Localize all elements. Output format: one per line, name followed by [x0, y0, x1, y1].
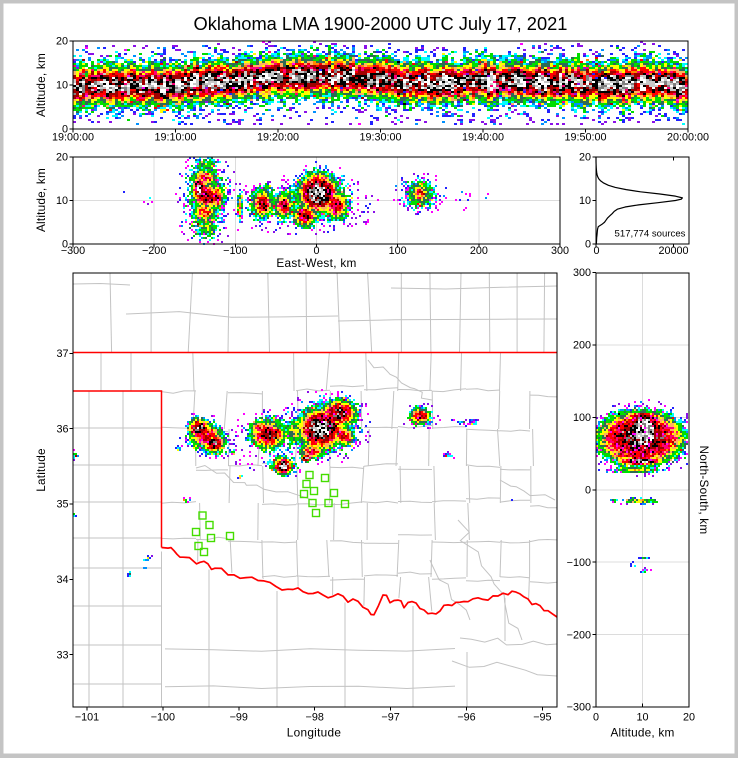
svg-text:0: 0: [313, 245, 319, 257]
svg-text:0: 0: [585, 239, 591, 251]
svg-text:Longitude: Longitude: [287, 726, 342, 740]
svg-text:0: 0: [593, 245, 599, 257]
svg-text:−101: −101: [75, 712, 99, 724]
svg-text:19:50:00: 19:50:00: [564, 132, 606, 144]
svg-text:0: 0: [585, 484, 591, 496]
svg-text:33: 33: [56, 649, 68, 661]
svg-text:−200: −200: [567, 629, 591, 641]
svg-text:−98: −98: [306, 712, 324, 724]
svg-text:19:00:00: 19:00:00: [52, 132, 94, 144]
svg-text:0: 0: [62, 124, 68, 136]
svg-text:Altitude, km: Altitude, km: [34, 168, 48, 232]
svg-text:10: 10: [56, 80, 68, 92]
svg-text:300: 300: [551, 245, 569, 257]
svg-text:20: 20: [56, 152, 68, 164]
svg-text:100: 100: [573, 412, 591, 424]
svg-text:517,774 sources: 517,774 sources: [615, 229, 686, 240]
svg-text:300: 300: [573, 267, 591, 279]
svg-text:19:30:00: 19:30:00: [359, 132, 401, 144]
svg-text:−300: −300: [61, 245, 85, 257]
svg-text:20:00:00: 20:00:00: [667, 132, 709, 144]
svg-text:20: 20: [56, 36, 68, 48]
svg-text:North-South, km: North-South, km: [697, 446, 711, 535]
svg-text:Latitude: Latitude: [34, 448, 48, 492]
svg-text:−100: −100: [151, 712, 175, 724]
svg-text:−100: −100: [223, 245, 247, 257]
svg-text:34: 34: [56, 574, 68, 586]
svg-text:Oklahoma LMA 1900-2000 UTC Jul: Oklahoma LMA 1900-2000 UTC July 17, 2021: [194, 13, 568, 34]
svg-text:0: 0: [593, 712, 599, 724]
svg-text:−95: −95: [533, 712, 551, 724]
svg-text:Altitude, km: Altitude, km: [610, 726, 674, 740]
svg-text:200: 200: [470, 245, 488, 257]
svg-text:10: 10: [56, 195, 68, 207]
svg-text:−100: −100: [567, 557, 591, 569]
svg-text:East-West, km: East-West, km: [276, 256, 356, 270]
svg-text:36: 36: [56, 423, 68, 435]
svg-text:−300: −300: [567, 702, 591, 714]
svg-text:Altitude, km: Altitude, km: [34, 53, 48, 117]
svg-text:20000: 20000: [658, 245, 688, 257]
svg-text:37: 37: [56, 348, 68, 360]
svg-text:10: 10: [636, 712, 648, 724]
svg-text:−200: −200: [142, 245, 166, 257]
svg-text:35: 35: [56, 499, 68, 511]
svg-text:−97: −97: [381, 712, 399, 724]
svg-text:20: 20: [579, 152, 591, 164]
svg-text:19:40:00: 19:40:00: [462, 132, 504, 144]
svg-text:−99: −99: [230, 712, 248, 724]
svg-text:20: 20: [683, 712, 695, 724]
svg-text:0: 0: [62, 239, 68, 251]
svg-text:200: 200: [573, 340, 591, 352]
svg-text:10: 10: [579, 195, 591, 207]
svg-text:19:20:00: 19:20:00: [257, 132, 299, 144]
svg-text:19:10:00: 19:10:00: [154, 132, 196, 144]
svg-text:−96: −96: [457, 712, 475, 724]
svg-text:100: 100: [389, 245, 407, 257]
